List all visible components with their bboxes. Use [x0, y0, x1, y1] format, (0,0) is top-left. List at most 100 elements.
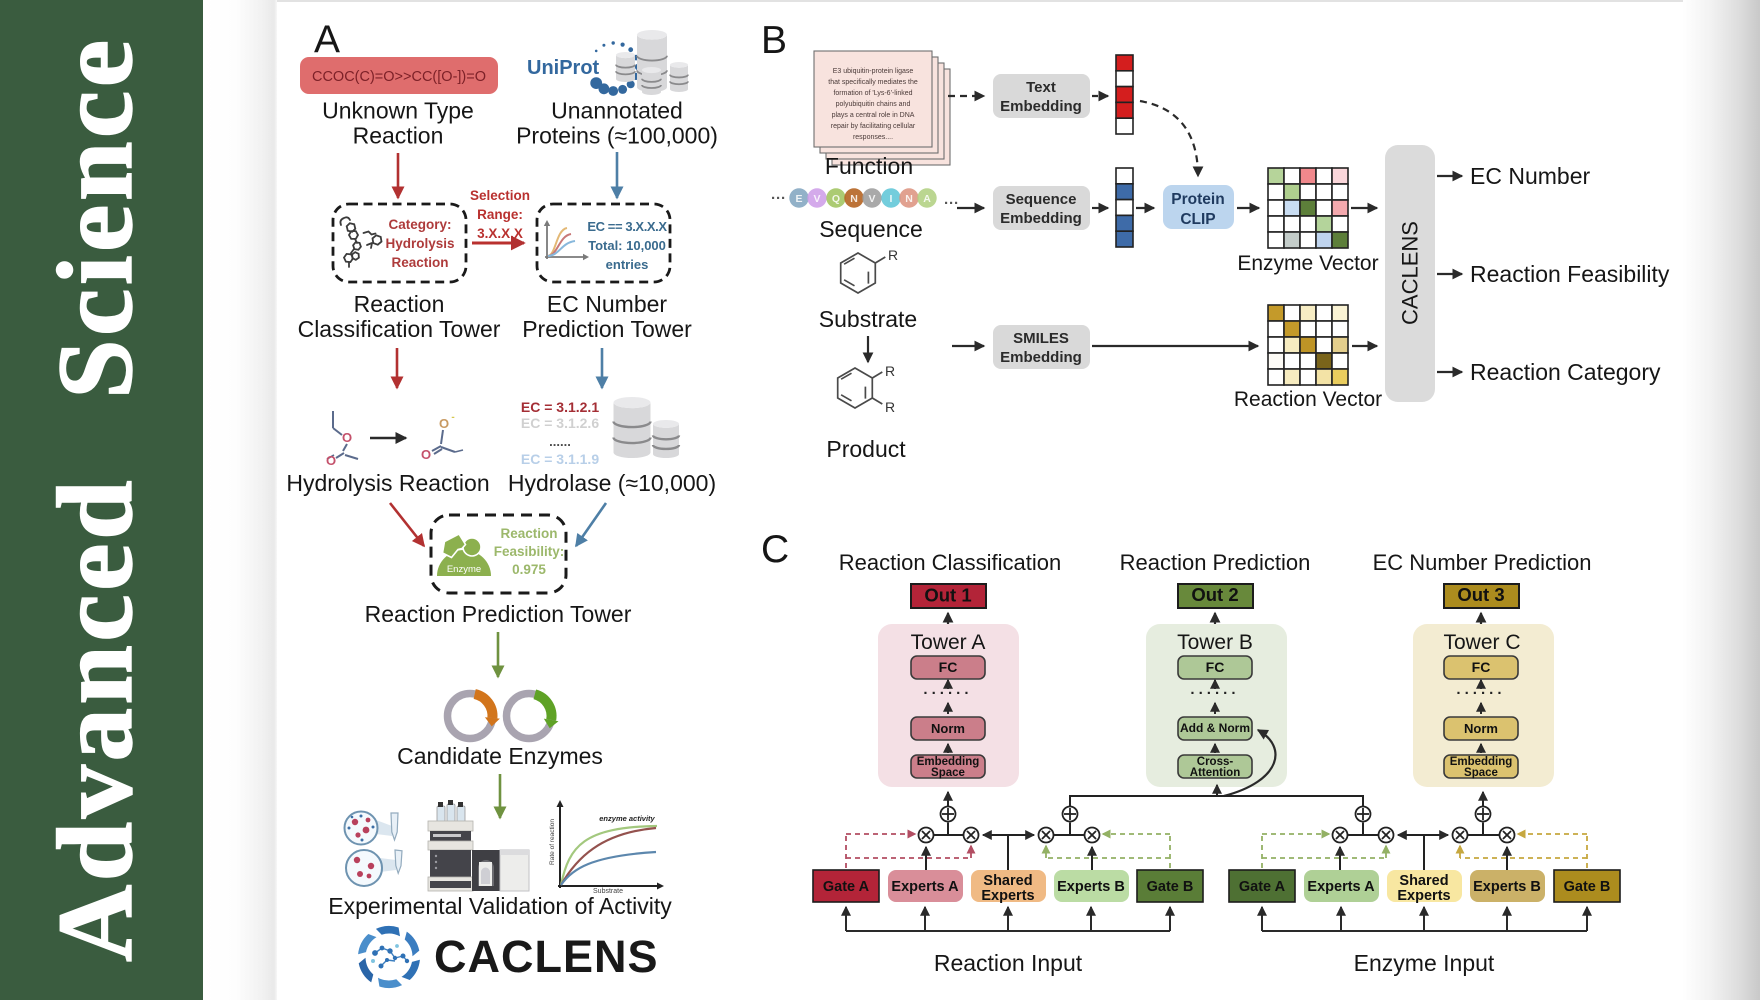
svg-text:that specifically mediates the: that specifically mediates the — [828, 79, 918, 86]
svg-text:Protein: Protein — [1171, 191, 1224, 208]
svg-text:Reaction: Reaction — [353, 123, 444, 149]
svg-text:Embedding: Embedding — [917, 756, 980, 768]
svg-text:Embedding: Embedding — [1000, 349, 1082, 366]
svg-text:Reaction Feasibility: Reaction Feasibility — [1470, 261, 1670, 287]
svg-text:Out 1: Out 1 — [924, 585, 971, 606]
svg-text:CCOC(C)=O>>CC([O-])=O: CCOC(C)=O>>CC([O-])=O — [312, 69, 486, 85]
svg-text:Text: Text — [1026, 79, 1056, 96]
svg-text:C: C — [761, 528, 789, 571]
svg-text:Hydrolase (≈10,000): Hydrolase (≈10,000) — [508, 470, 716, 496]
svg-text:FC: FC — [1206, 659, 1225, 675]
svg-text:EC Number Prediction: EC Number Prediction — [1373, 550, 1592, 575]
svg-text:Cross-: Cross- — [1197, 756, 1234, 768]
svg-text:formation of 'Lys-6'-linked: formation of 'Lys-6'-linked — [833, 90, 912, 97]
svg-text:Tower A: Tower A — [911, 631, 986, 654]
svg-text:Tower C: Tower C — [1443, 631, 1520, 654]
svg-text:E3 ubiquitin-protein ligase: E3 ubiquitin-protein ligase — [833, 68, 914, 75]
svg-text:O: O — [439, 416, 449, 431]
svg-text:R: R — [885, 399, 895, 415]
svg-text:······: ······ — [1456, 685, 1505, 702]
svg-text:Reaction Vector: Reaction Vector — [1234, 388, 1382, 411]
svg-text:EC == 3.X.X.X: EC == 3.X.X.X — [587, 219, 667, 234]
svg-text:Reaction Input: Reaction Input — [934, 950, 1083, 976]
svg-text:Shared: Shared — [983, 873, 1032, 889]
svg-text:Selection: Selection — [470, 188, 530, 203]
svg-text:Category:: Category: — [388, 217, 451, 232]
svg-text:CACLENS: CACLENS — [1398, 221, 1423, 325]
svg-text:Gate A: Gate A — [823, 879, 870, 895]
svg-text:O: O — [342, 430, 352, 445]
svg-text:EC = 3.1.2.1: EC = 3.1.2.1 — [521, 399, 599, 415]
svg-text:......: ...... — [549, 434, 571, 449]
svg-text:Reaction Classification: Reaction Classification — [839, 550, 1062, 575]
svg-text:EC Number: EC Number — [547, 291, 667, 317]
svg-text:entries: entries — [606, 257, 649, 272]
svg-text:Shared: Shared — [1399, 873, 1448, 889]
svg-text:Enzyme Vector: Enzyme Vector — [1237, 252, 1378, 275]
svg-text:Range:: Range: — [477, 207, 523, 222]
svg-text:Unannotated: Unannotated — [551, 98, 683, 124]
svg-text:······: ······ — [923, 685, 972, 702]
svg-text:repair by facilitating cellula: repair by facilitating cellular — [831, 123, 916, 130]
svg-text:Advanced Science: Advanced Science — [37, 36, 155, 962]
svg-text:E: E — [795, 193, 802, 205]
svg-text:Classification Tower: Classification Tower — [298, 316, 501, 342]
svg-text:Experts A: Experts A — [1307, 879, 1375, 895]
svg-text:Hydrolysis Reaction: Hydrolysis Reaction — [286, 470, 489, 496]
svg-text:responses....: responses.... — [853, 134, 893, 141]
svg-text:polyubiquitin chains and: polyubiquitin chains and — [836, 101, 911, 108]
svg-text:A: A — [923, 193, 931, 205]
svg-text:Reaction Prediction Tower: Reaction Prediction Tower — [365, 601, 632, 627]
svg-text:···: ··· — [771, 190, 786, 207]
svg-text:Product: Product — [826, 436, 906, 462]
svg-text:Space: Space — [1464, 767, 1498, 779]
svg-text:CLIP: CLIP — [1180, 211, 1215, 228]
svg-text:0.975: 0.975 — [512, 562, 546, 577]
svg-text:Enzyme: Enzyme — [447, 564, 481, 575]
svg-text:UniProt: UniProt — [527, 57, 600, 79]
svg-text:Experts: Experts — [981, 888, 1034, 904]
svg-text:Experts A: Experts A — [891, 879, 959, 895]
svg-text:I: I — [890, 193, 893, 205]
svg-text:EC = 3.1.2.6: EC = 3.1.2.6 — [521, 415, 599, 431]
svg-text:Proteins (≈100,000): Proteins (≈100,000) — [516, 123, 718, 149]
svg-text:Function: Function — [825, 153, 913, 179]
svg-text:Enzyme Input: Enzyme Input — [1354, 950, 1495, 976]
svg-text:Reaction: Reaction — [391, 255, 448, 270]
svg-text:Out 2: Out 2 — [1191, 584, 1238, 605]
svg-text:Reaction: Reaction — [354, 291, 445, 317]
svg-text:Experimental Validation of Act: Experimental Validation of Activity — [328, 893, 672, 919]
svg-text:Reaction Category: Reaction Category — [1470, 359, 1661, 385]
svg-text:Reaction: Reaction — [500, 526, 557, 541]
svg-text:enzyme activity: enzyme activity — [599, 814, 655, 823]
svg-text:Experts: Experts — [1397, 888, 1450, 904]
svg-text:Substrate: Substrate — [819, 306, 917, 332]
svg-text:SMILES: SMILES — [1013, 330, 1069, 347]
svg-text:R: R — [885, 363, 895, 379]
svg-text:···: ··· — [944, 195, 959, 212]
svg-text:V: V — [813, 193, 820, 205]
svg-text:Gate B: Gate B — [1147, 879, 1194, 895]
svg-text:Q: Q — [832, 193, 840, 205]
svg-text:O: O — [326, 453, 336, 468]
svg-text:Hydrolysis: Hydrolysis — [385, 236, 454, 251]
svg-text:R: R — [888, 247, 898, 263]
svg-text:FC: FC — [939, 659, 958, 675]
svg-text:FC: FC — [1472, 659, 1491, 675]
svg-text:Feasibility:: Feasibility: — [494, 544, 565, 559]
svg-text:EC = 3.1.1.9: EC = 3.1.1.9 — [521, 451, 599, 467]
svg-text:Embedding: Embedding — [1450, 756, 1513, 768]
svg-text:V: V — [868, 193, 875, 205]
svg-text:-: - — [451, 412, 454, 423]
svg-text:Norm: Norm — [1464, 721, 1498, 736]
svg-text:Gate B: Gate B — [1564, 879, 1611, 895]
svg-text:Sequence: Sequence — [1006, 191, 1077, 208]
svg-text:······: ······ — [1190, 685, 1239, 702]
svg-text:Norm: Norm — [931, 721, 965, 736]
svg-text:B: B — [761, 19, 787, 62]
svg-text:Substrate: Substrate — [593, 888, 623, 895]
svg-text:Gate A: Gate A — [1239, 879, 1286, 895]
svg-text:Tower B: Tower B — [1177, 631, 1253, 654]
svg-text:N: N — [905, 193, 913, 205]
svg-text:Unknown Type: Unknown Type — [322, 98, 474, 124]
